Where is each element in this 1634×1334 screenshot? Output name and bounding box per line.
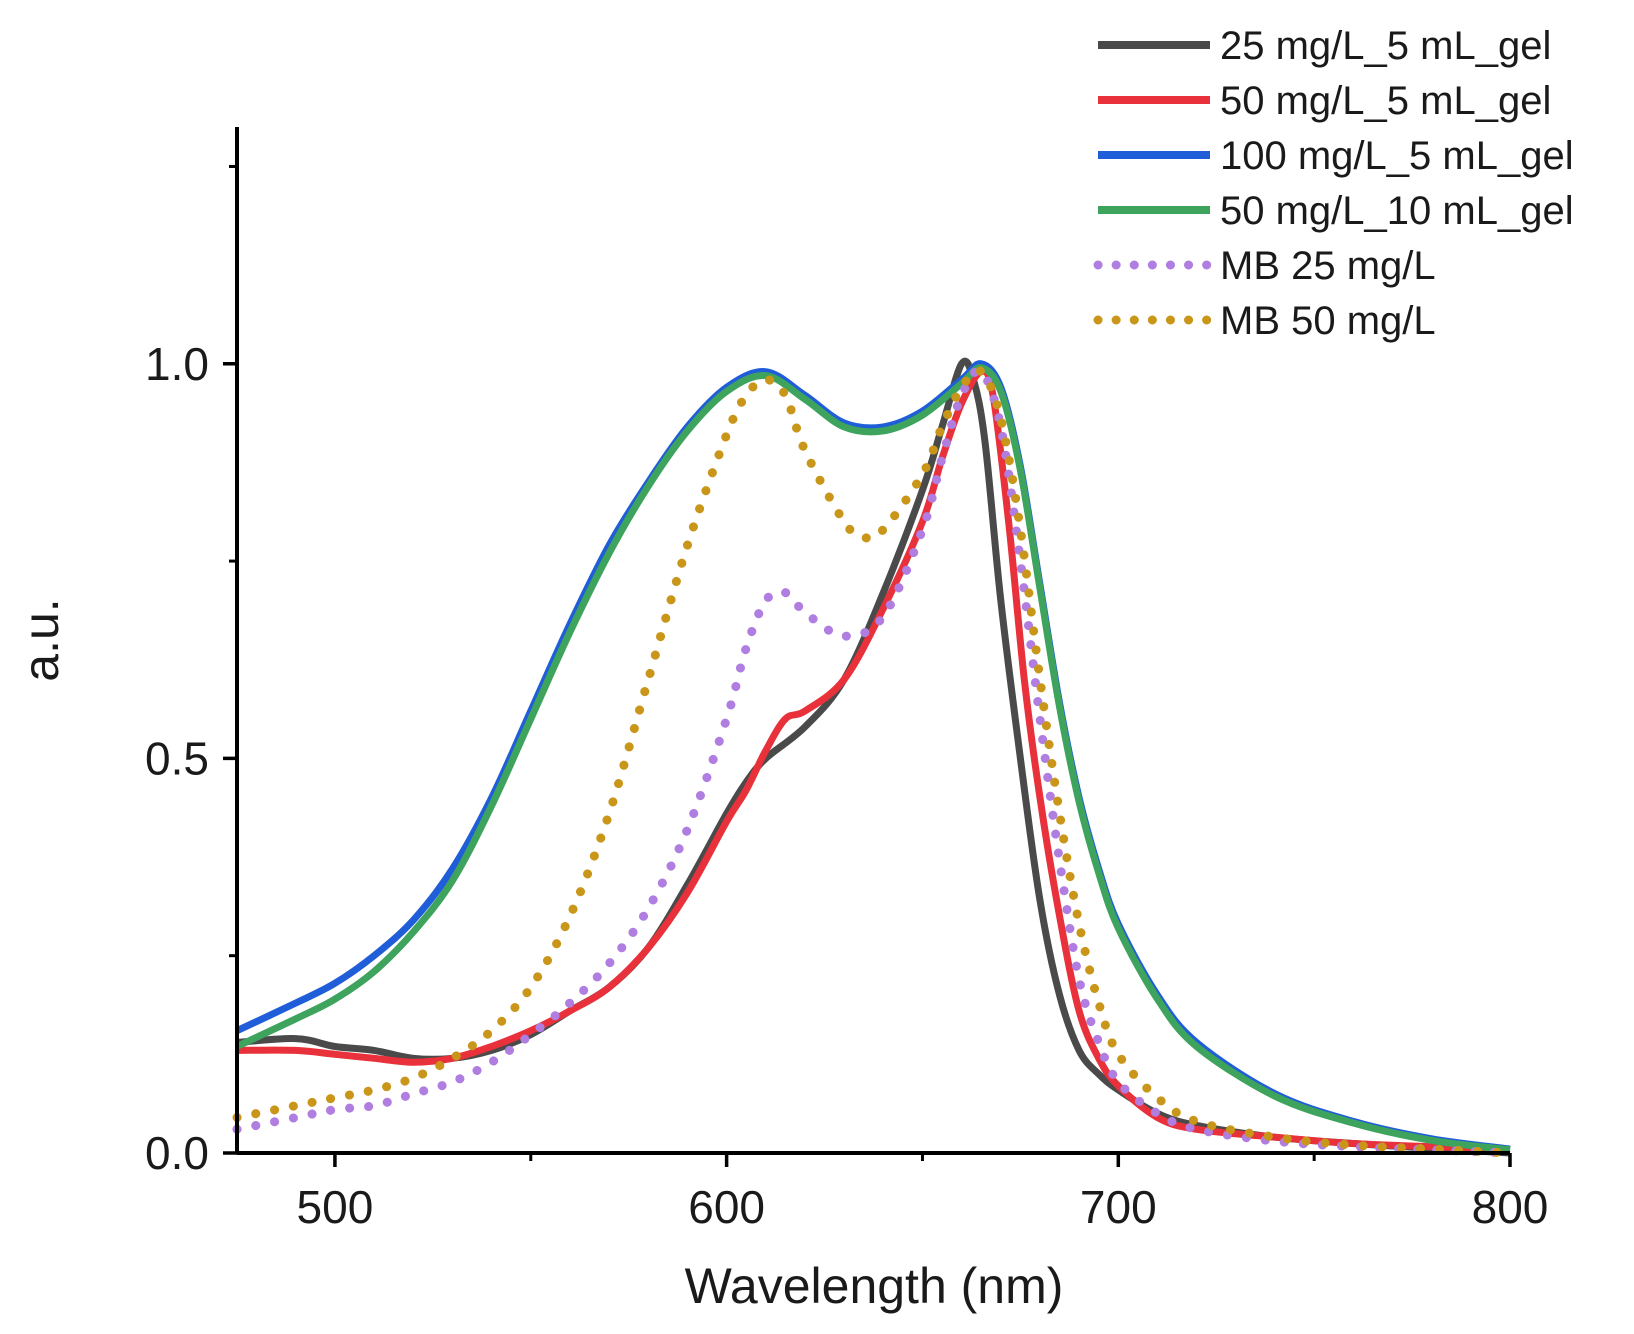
axes-layer	[235, 127, 1510, 1155]
legend-label-2: 50 mg/L_5 mL_gel	[1220, 79, 1551, 123]
legend-label-3: 100 mg/L_5 mL_gel	[1220, 134, 1574, 178]
series-layer	[232, 357, 1515, 1158]
legend-label-4: 50 mg/L_10 mL_gel	[1220, 189, 1574, 233]
series-line-5	[232, 366, 1515, 1158]
x-tick-label-700: 700	[1080, 1181, 1157, 1233]
legend: 25 mg/L_5 mL_gel 50 mg/L_5 mL_gel 100 mg/L…	[1093, 24, 1574, 343]
series-line-4	[235, 364, 1511, 1154]
series-line-2	[236, 367, 1511, 1153]
x-tick-label-800: 800	[1472, 1181, 1549, 1233]
legend-label-6: MB 50 mg/L	[1220, 299, 1436, 343]
ticks-layer: 500 600 700 800 0.0 0.5 1.0	[145, 164, 1549, 1233]
series-line-3	[235, 360, 1511, 1153]
legend-label-5: MB 25 mg/L	[1220, 244, 1436, 288]
x-axis-title: Wavelength (nm)	[685, 1258, 1064, 1314]
y-tick-label-1: 1.0	[145, 338, 209, 390]
y-tick-label-0: 0.0	[145, 1127, 209, 1179]
y-tick-label-0.5: 0.5	[145, 732, 209, 784]
x-tick-label-600: 600	[688, 1181, 765, 1233]
series-line-1	[236, 357, 1511, 1157]
x-tick-label-500: 500	[297, 1181, 374, 1233]
y-axis-title: a.u.	[13, 598, 69, 681]
series-line-6	[232, 365, 1515, 1158]
legend-label-1: 25 mg/L_5 mL_gel	[1220, 24, 1551, 68]
